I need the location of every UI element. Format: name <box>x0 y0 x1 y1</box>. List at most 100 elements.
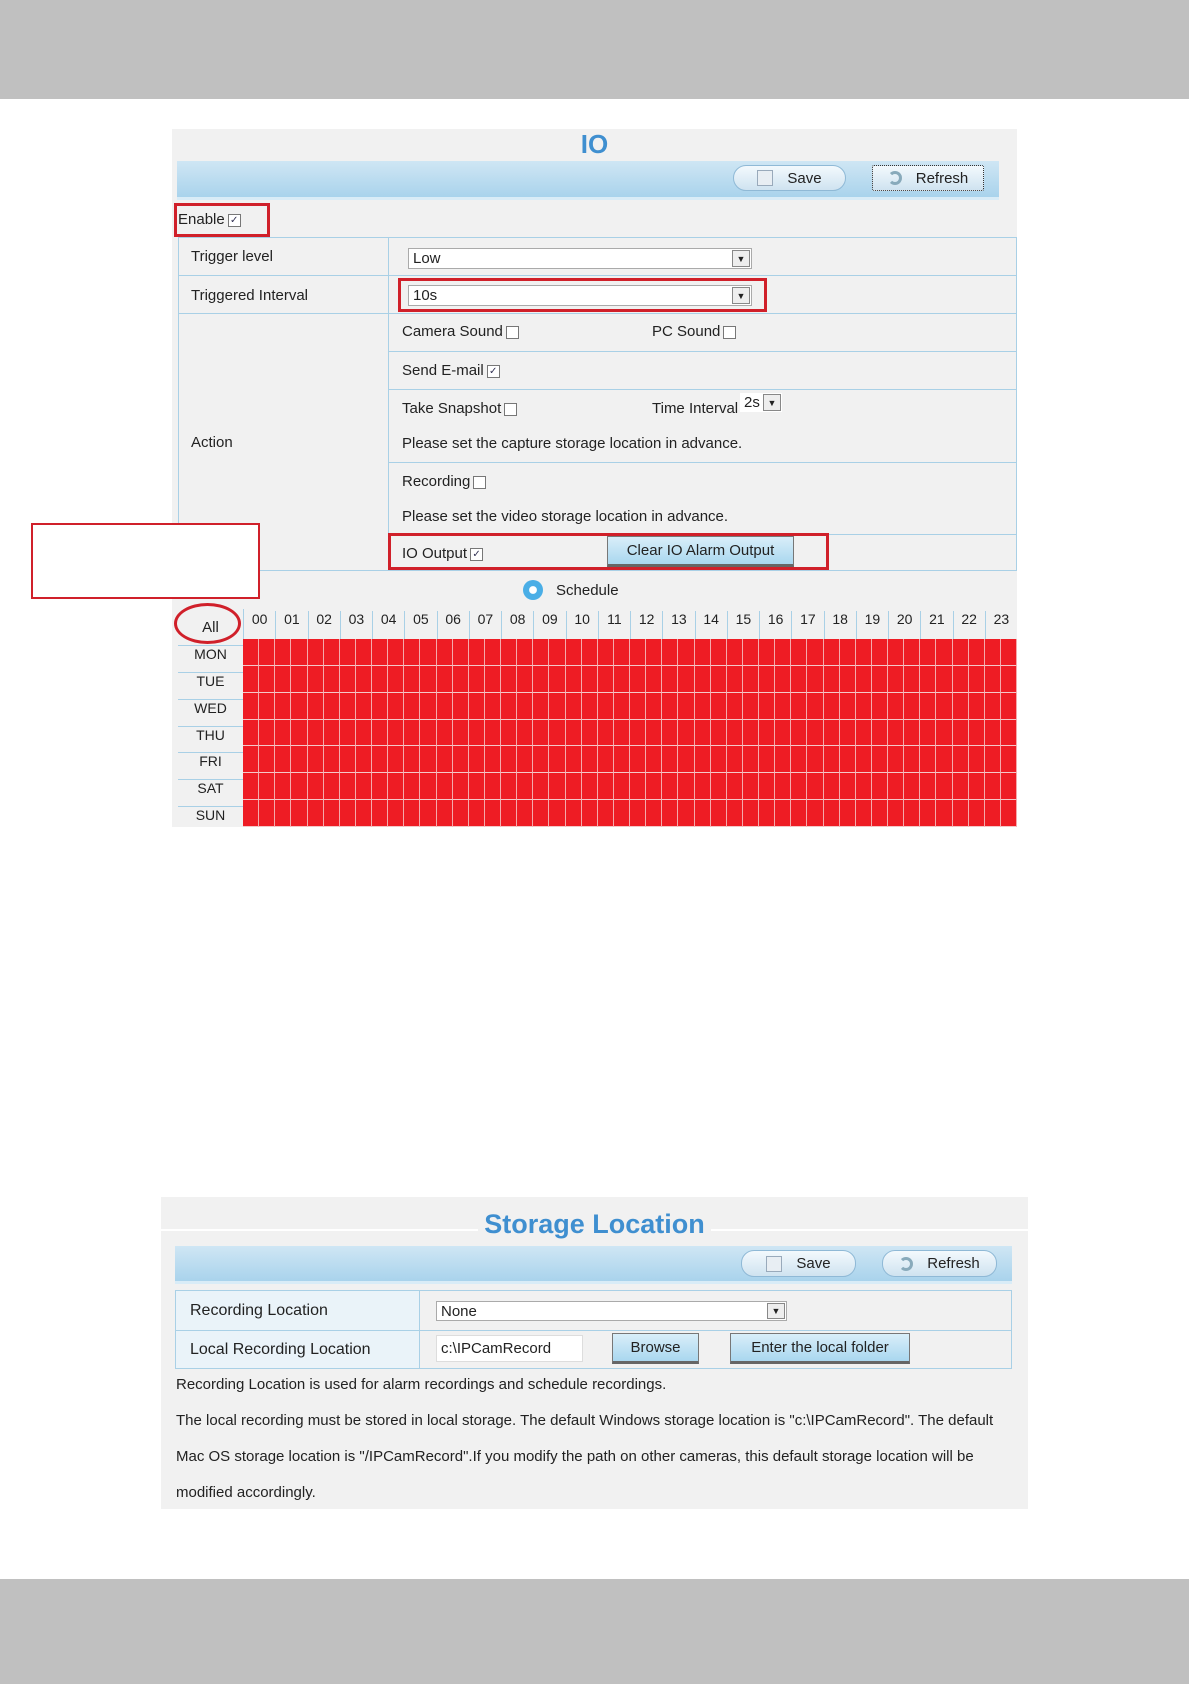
schedule-cell[interactable] <box>775 639 792 666</box>
schedule-cell[interactable] <box>694 665 711 693</box>
hour-header[interactable]: 23 <box>984 611 1017 639</box>
schedule-cell[interactable] <box>775 746 792 774</box>
schedule-cell[interactable] <box>823 639 840 666</box>
schedule-cell[interactable] <box>517 746 534 774</box>
schedule-cell[interactable] <box>742 665 759 693</box>
hour-header[interactable]: 19 <box>855 611 888 639</box>
schedule-cell[interactable] <box>823 719 840 747</box>
schedule-cell[interactable] <box>952 719 969 747</box>
hour-header[interactable]: 05 <box>404 611 436 639</box>
schedule-cell[interactable] <box>952 665 969 693</box>
schedule-cell[interactable] <box>678 719 695 747</box>
schedule-cell[interactable] <box>517 773 534 801</box>
schedule-cell[interactable] <box>855 800 872 827</box>
recording-checkbox[interactable] <box>473 475 487 489</box>
schedule-cell[interactable] <box>662 773 679 801</box>
schedule-cell[interactable] <box>936 692 953 720</box>
schedule-cell[interactable] <box>710 719 727 747</box>
schedule-cell[interactable] <box>436 719 453 747</box>
schedule-cell[interactable] <box>372 692 389 720</box>
schedule-cell[interactable] <box>775 719 792 747</box>
schedule-cell[interactable] <box>307 773 324 801</box>
schedule-cell[interactable] <box>597 719 614 747</box>
schedule-cell[interactable] <box>372 746 389 774</box>
schedule-cell[interactable] <box>726 665 743 693</box>
hour-header[interactable]: 03 <box>339 611 372 639</box>
schedule-cell[interactable] <box>678 665 695 693</box>
schedule-cell[interactable] <box>726 746 743 774</box>
hour-header[interactable]: 07 <box>468 611 501 639</box>
day-label[interactable]: FRI <box>178 752 243 780</box>
hour-header[interactable]: 12 <box>630 611 662 639</box>
schedule-cell[interactable] <box>388 773 405 801</box>
schedule-cell[interactable] <box>936 773 953 801</box>
schedule-cell[interactable] <box>243 800 260 827</box>
schedule-cell[interactable] <box>355 639 372 666</box>
schedule-cell[interactable] <box>565 800 582 827</box>
hour-header[interactable]: 09 <box>533 611 565 639</box>
schedule-cell[interactable] <box>307 800 324 827</box>
schedule-cell[interactable] <box>791 746 808 774</box>
schedule-cell[interactable] <box>823 692 840 720</box>
schedule-cell[interactable] <box>436 800 453 827</box>
schedule-cell[interactable] <box>291 746 308 774</box>
schedule-cell[interactable] <box>920 746 937 774</box>
schedule-cell[interactable] <box>484 692 501 720</box>
day-label[interactable]: WED <box>178 698 243 727</box>
schedule-cell[interactable] <box>646 665 663 693</box>
schedule-cell[interactable] <box>984 639 1001 666</box>
schedule-cell[interactable] <box>404 639 421 666</box>
day-label[interactable]: TUE <box>178 671 243 700</box>
schedule-cell[interactable] <box>533 746 550 774</box>
schedule-cell[interactable] <box>339 719 356 747</box>
schedule-cell[interactable] <box>597 746 614 774</box>
schedule-cell[interactable] <box>388 800 405 827</box>
schedule-cell[interactable] <box>694 773 711 801</box>
schedule-cell[interactable] <box>613 665 630 693</box>
schedule-cell[interactable] <box>243 773 260 801</box>
schedule-cell[interactable] <box>339 746 356 774</box>
schedule-cell[interactable] <box>904 692 921 720</box>
schedule-cell[interactable] <box>984 719 1001 747</box>
schedule-cell[interactable] <box>372 665 389 693</box>
schedule-cell[interactable] <box>613 692 630 720</box>
schedule-cell[interactable] <box>372 639 389 666</box>
schedule-cell[interactable] <box>436 746 453 774</box>
schedule-cell[interactable] <box>307 665 324 693</box>
schedule-cell[interactable] <box>807 746 824 774</box>
schedule-cell[interactable] <box>888 773 905 801</box>
schedule-cell[interactable] <box>742 746 759 774</box>
schedule-cell[interactable] <box>291 639 308 666</box>
schedule-cell[interactable] <box>646 692 663 720</box>
schedule-cell[interactable] <box>420 692 437 720</box>
schedule-cell[interactable] <box>742 800 759 827</box>
schedule-cell[interactable] <box>501 719 518 747</box>
schedule-cell[interactable] <box>839 692 856 720</box>
schedule-cell[interactable] <box>678 800 695 827</box>
schedule-cell[interactable] <box>646 639 663 666</box>
schedule-cell[interactable] <box>355 692 372 720</box>
schedule-cell[interactable] <box>533 800 550 827</box>
send-email-checkbox[interactable]: ✓ <box>486 364 500 378</box>
schedule-cell[interactable] <box>855 746 872 774</box>
schedule-cell[interactable] <box>355 800 372 827</box>
schedule-cell[interactable] <box>307 746 324 774</box>
schedule-cell[interactable] <box>839 800 856 827</box>
save-button[interactable]: Save <box>733 165 846 191</box>
schedule-cell[interactable] <box>549 773 566 801</box>
schedule-cell[interactable] <box>533 665 550 693</box>
schedule-cell[interactable] <box>759 773 776 801</box>
schedule-cell[interactable] <box>275 773 292 801</box>
schedule-cell[interactable] <box>549 746 566 774</box>
schedule-cell[interactable] <box>759 639 776 666</box>
schedule-cell[interactable] <box>307 639 324 666</box>
schedule-cell[interactable] <box>855 665 872 693</box>
schedule-cell[interactable] <box>452 746 469 774</box>
schedule-cell[interactable] <box>404 746 421 774</box>
schedule-cell[interactable] <box>888 719 905 747</box>
schedule-cell[interactable] <box>984 800 1001 827</box>
schedule-cell[interactable] <box>968 746 985 774</box>
schedule-cell[interactable] <box>807 800 824 827</box>
schedule-cell[interactable] <box>404 773 421 801</box>
schedule-cell[interactable] <box>855 692 872 720</box>
